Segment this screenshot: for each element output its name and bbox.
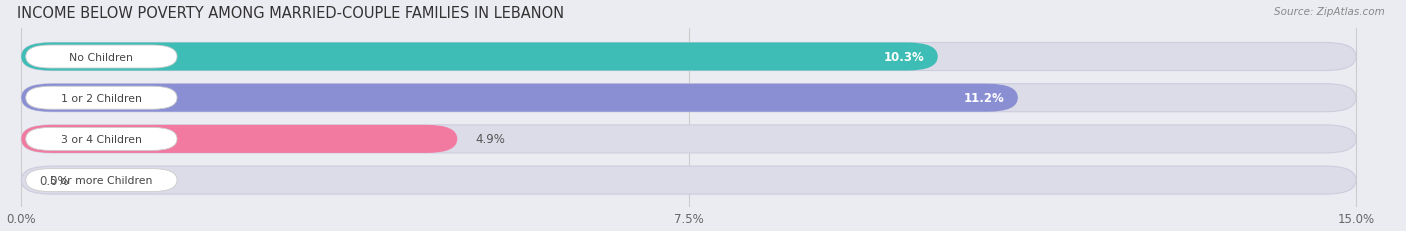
FancyBboxPatch shape — [21, 125, 457, 153]
Text: 5 or more Children: 5 or more Children — [51, 175, 153, 185]
FancyBboxPatch shape — [21, 84, 1355, 112]
FancyBboxPatch shape — [25, 169, 177, 192]
FancyBboxPatch shape — [25, 87, 177, 110]
Text: 11.2%: 11.2% — [963, 92, 1004, 105]
FancyBboxPatch shape — [21, 43, 938, 71]
FancyBboxPatch shape — [21, 125, 1355, 153]
Text: Source: ZipAtlas.com: Source: ZipAtlas.com — [1274, 7, 1385, 17]
FancyBboxPatch shape — [21, 166, 1355, 194]
Text: 3 or 4 Children: 3 or 4 Children — [60, 134, 142, 144]
FancyBboxPatch shape — [21, 84, 1018, 112]
FancyBboxPatch shape — [21, 43, 1355, 71]
Text: INCOME BELOW POVERTY AMONG MARRIED-COUPLE FAMILIES IN LEBANON: INCOME BELOW POVERTY AMONG MARRIED-COUPL… — [17, 6, 564, 21]
Text: 0.0%: 0.0% — [39, 174, 69, 187]
FancyBboxPatch shape — [25, 128, 177, 151]
FancyBboxPatch shape — [25, 46, 177, 69]
Text: 4.9%: 4.9% — [475, 133, 505, 146]
Text: 10.3%: 10.3% — [884, 51, 924, 64]
Text: No Children: No Children — [69, 52, 134, 62]
Text: 1 or 2 Children: 1 or 2 Children — [60, 93, 142, 103]
